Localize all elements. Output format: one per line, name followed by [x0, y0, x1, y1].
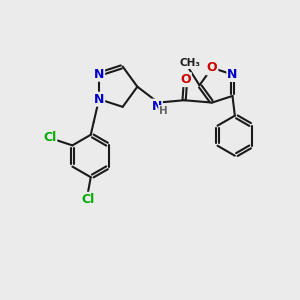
Text: CH₃: CH₃	[179, 58, 200, 68]
Text: O: O	[207, 61, 218, 74]
Text: N: N	[152, 100, 162, 112]
Text: N: N	[94, 93, 104, 106]
Text: Cl: Cl	[43, 130, 56, 144]
Text: N: N	[227, 68, 238, 81]
Text: Cl: Cl	[81, 193, 94, 206]
Text: O: O	[180, 73, 191, 86]
Text: H: H	[159, 106, 168, 116]
Text: N: N	[94, 68, 104, 81]
